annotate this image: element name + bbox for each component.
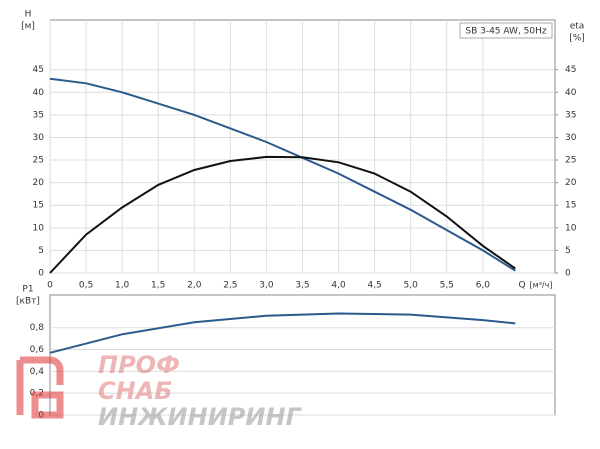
- watermark-line: ИНЖИНИРИНГ: [98, 403, 303, 431]
- watermark-line: ПРОФ: [98, 351, 180, 379]
- y2-tick-label: 25: [565, 156, 576, 166]
- x-tick-label: 3,5: [295, 281, 309, 291]
- watermark-line: СНАБ: [98, 377, 173, 405]
- y2-tick-label: 30: [565, 133, 577, 143]
- y2-tick-label: 40: [565, 88, 577, 98]
- legend-text: SB 3-45 AW, 50Hz: [465, 27, 547, 37]
- x-tick-label: 1,5: [151, 281, 165, 291]
- y-tick-label: 0: [38, 269, 44, 279]
- x-axis-unit: [м³/ч]: [530, 281, 553, 290]
- y2-tick-label: 5: [565, 246, 571, 256]
- y-tick-label: 25: [33, 156, 44, 166]
- x-tick-label: 3,0: [259, 281, 274, 291]
- y2-tick-label: 45: [565, 65, 576, 75]
- y-tick-label: 35: [33, 110, 44, 120]
- y-tick-label: 45: [33, 65, 44, 75]
- y-axis-unit: [м]: [21, 22, 35, 32]
- y2-tick-label: 10: [565, 223, 577, 233]
- y-tick-label: 5: [38, 246, 44, 256]
- series-line: [49, 77, 516, 272]
- y-axis-title: H: [25, 10, 32, 20]
- watermark: ПРОФ СНАБ ИНЖИНИРИНГ: [16, 351, 303, 431]
- y-tick-label: 15: [33, 201, 44, 211]
- x-tick-label: 2,0: [187, 281, 202, 291]
- y-axis-unit: [кВт]: [16, 297, 40, 307]
- x-axis-title: Q: [518, 281, 525, 291]
- x-tick-label: 5,0: [404, 281, 419, 291]
- x-tick-label: 6,0: [476, 281, 491, 291]
- y2-axis-title: eta: [570, 22, 585, 32]
- y-tick-label: 0,8: [30, 323, 45, 333]
- y-tick-label: 10: [33, 223, 45, 233]
- y-tick-label: 40: [33, 88, 45, 98]
- y-axis-title: P1: [22, 285, 33, 295]
- logo: [16, 356, 64, 419]
- x-tick-label: 2,5: [223, 281, 237, 291]
- x-tick-label: 4,5: [367, 281, 381, 291]
- series-line: [49, 312, 516, 354]
- y-tick-label: 20: [33, 178, 45, 188]
- y-tick-label: 0,4: [30, 367, 45, 377]
- x-tick-label: 5,5: [440, 281, 454, 291]
- x-tick-label: 0: [47, 281, 53, 291]
- x-tick-label: 1,0: [115, 281, 130, 291]
- y2-tick-label: 15: [565, 201, 576, 211]
- x-tick-label: 0,5: [79, 281, 93, 291]
- series-line: [49, 155, 516, 274]
- y2-tick-label: 0: [565, 269, 571, 279]
- y2-tick-label: 35: [565, 110, 576, 120]
- y-tick-label: 30: [33, 133, 45, 143]
- x-tick-label: 4,0: [331, 281, 346, 291]
- y2-axis-unit: [%]: [569, 34, 585, 44]
- y2-tick-label: 20: [565, 178, 577, 188]
- legend-box: [459, 22, 553, 39]
- y-tick-label: 0,6: [30, 345, 45, 355]
